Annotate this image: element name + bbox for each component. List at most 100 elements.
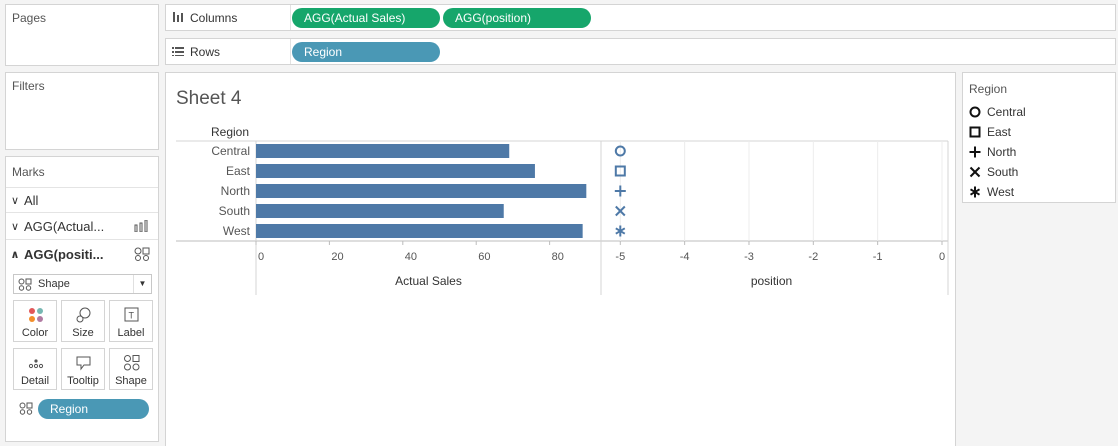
shape-button-label: Shape: [115, 375, 147, 387]
pages-title: Pages: [12, 11, 47, 25]
row-label: Central: [211, 144, 250, 158]
chevron-down-icon: ∨: [10, 221, 20, 233]
legend-item[interactable]: West: [969, 183, 1014, 201]
x-tick-label: -1: [873, 251, 883, 263]
size-button-label: Size: [72, 327, 94, 339]
tooltip-button[interactable]: Tooltip: [61, 348, 105, 390]
columns-label: Columns: [190, 11, 238, 25]
shape-button[interactable]: Shape: [109, 348, 153, 390]
legend-item[interactable]: East: [969, 123, 1011, 141]
columns-label-wrap: Columns: [172, 11, 237, 25]
pages-panel[interactable]: Pages: [5, 4, 159, 66]
detail-button[interactable]: Detail: [13, 348, 57, 390]
chevron-down-icon: ∨: [10, 194, 20, 207]
shape-icon: [19, 402, 33, 420]
row-label: North: [220, 184, 250, 198]
mark-type-select[interactable]: Shape ▼: [13, 274, 152, 294]
chart-svg: 0 20 40 60 80 Actual Sales -5 -4 -3 -2 -1 0 position: [176, 140, 949, 295]
x-axis-title: Actual Sales: [395, 274, 462, 288]
shelf-divider: [290, 39, 291, 64]
svg-text:T: T: [129, 311, 135, 321]
cross-shape: [969, 166, 981, 178]
x-tick-label: 0: [258, 251, 264, 263]
chevron-up-icon: ∧: [10, 248, 20, 261]
color-button-label: Color: [21, 327, 49, 339]
marks-title: Marks: [12, 165, 45, 179]
bar-mark: [256, 184, 587, 198]
plus-shape: [969, 146, 981, 158]
legend-item[interactable]: North: [969, 143, 1016, 161]
size-icon: [76, 307, 91, 323]
row-labels: Central East North South West: [176, 141, 251, 241]
size-button[interactable]: Size: [61, 300, 105, 342]
marks-panel: Marks ∨ All ∨ AGG(Actual... ∧ AGG(positi…: [5, 156, 159, 442]
marks-card-actual-sales[interactable]: ∨ AGG(Actual...: [6, 214, 158, 240]
columns-icon: [172, 11, 184, 25]
asterisk-icon: [969, 186, 981, 198]
legend-item-label: East: [987, 125, 1012, 139]
x-tick-label: 80: [552, 251, 564, 263]
label-icon: T: [124, 307, 139, 322]
tooltip-button-label: Tooltip: [67, 375, 99, 387]
detail-icon: [28, 359, 44, 369]
columns-shelf[interactable]: Columns AGG(Actual Sales) AGG(position): [165, 4, 1116, 31]
detail-button-label: Detail: [20, 375, 50, 387]
mark-type-value: Shape: [38, 278, 70, 290]
x-axis-title: position: [751, 274, 792, 288]
x-tick-label: 40: [405, 251, 417, 263]
shape-region-pill[interactable]: Region: [38, 399, 149, 419]
color-icon: [29, 308, 43, 322]
marks-card-label: AGG(positi...: [24, 246, 104, 262]
rows-shelf[interactable]: Rows Region: [165, 38, 1116, 65]
square-icon: [969, 126, 981, 138]
row-label: South: [218, 204, 250, 218]
row-header: Region: [211, 125, 250, 139]
row-label: West: [222, 224, 250, 238]
legend-item-label: South: [987, 165, 1019, 179]
marks-card-label: AGG(Actual...: [24, 219, 105, 234]
circle-icon: [969, 106, 981, 118]
row-pill-region[interactable]: Region: [292, 42, 440, 62]
legend-title: Region: [969, 82, 1008, 96]
dropdown-arrow-icon: ▼: [133, 275, 151, 293]
row-label: East: [225, 164, 250, 178]
column-pill-position[interactable]: AGG(position): [443, 8, 591, 28]
x-tick-label: -4: [680, 251, 690, 263]
color-button[interactable]: Color: [13, 300, 57, 342]
shape-icon: [134, 247, 150, 264]
region-legend[interactable]: Region Central East North South West: [962, 72, 1116, 203]
bar-mark: [256, 164, 535, 178]
marks-card-position[interactable]: ∧ AGG(positi...: [6, 241, 158, 267]
plus-icon: [969, 146, 981, 158]
label-button-label: Label: [117, 327, 145, 339]
square-shape: [969, 126, 981, 138]
sheet-view[interactable]: Sheet 4 Region Central East North South West…: [165, 72, 956, 446]
square-shape: [614, 165, 626, 177]
asterisk-shape: [969, 186, 981, 198]
asterisk-shape: [615, 225, 626, 237]
x-tick-label: 60: [478, 251, 490, 263]
legend-item[interactable]: South: [969, 163, 1018, 181]
circle-shape: [969, 106, 981, 118]
bar-chart-icon: [134, 219, 150, 235]
shelf-divider: [290, 5, 291, 30]
shape-icon: [18, 278, 32, 294]
rows-label: Rows: [190, 45, 221, 59]
label-button[interactable]: T Label: [109, 300, 153, 342]
marks-all-card[interactable]: ∨ All: [6, 187, 158, 213]
legend-item-label: Central: [987, 105, 1026, 119]
rows-label-wrap: Rows: [172, 45, 220, 59]
filters-panel[interactable]: Filters: [5, 72, 159, 150]
legend-item-label: North: [987, 145, 1017, 159]
column-pill-actual-sales[interactable]: AGG(Actual Sales): [292, 8, 440, 28]
cross-shape: [615, 205, 626, 217]
legend-item[interactable]: Central: [969, 103, 1026, 121]
bar-mark: [256, 144, 510, 158]
x-tick-label: -2: [808, 251, 818, 263]
x-tick-label: -3: [744, 251, 754, 263]
legend-item-label: West: [987, 185, 1015, 199]
x-tick-label: 20: [331, 251, 343, 263]
circle-shape: [614, 145, 626, 157]
sheet-title: Sheet 4: [176, 88, 242, 109]
marks-all-label: All: [24, 192, 39, 208]
